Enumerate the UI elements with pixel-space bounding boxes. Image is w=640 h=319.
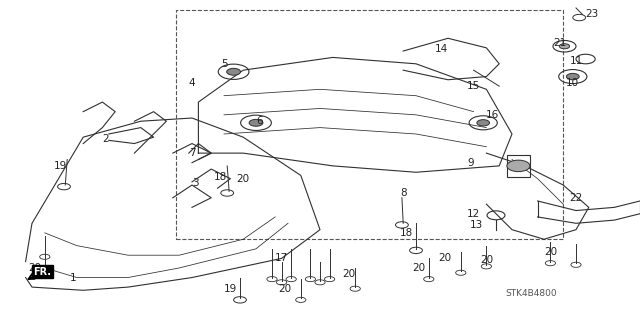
Text: 17: 17 (275, 253, 288, 263)
Text: 20: 20 (544, 247, 557, 257)
Text: 20: 20 (237, 174, 250, 184)
Text: STK4B4800: STK4B4800 (506, 289, 557, 298)
Text: 12: 12 (467, 209, 480, 219)
Text: 2: 2 (102, 134, 109, 144)
Text: 3: 3 (192, 178, 198, 189)
Circle shape (249, 119, 263, 126)
Text: FR.: FR. (33, 267, 51, 277)
Text: 8: 8 (400, 188, 406, 198)
Text: 19: 19 (224, 284, 237, 294)
Text: 9: 9 (467, 158, 474, 168)
Text: 22: 22 (570, 193, 582, 203)
Text: 14: 14 (435, 44, 448, 55)
Text: 21: 21 (554, 38, 566, 48)
Text: 20: 20 (29, 263, 42, 273)
Text: 6: 6 (256, 116, 262, 126)
Text: 20: 20 (278, 284, 291, 294)
Text: 7: 7 (189, 148, 195, 158)
Text: 5: 5 (221, 59, 227, 69)
Text: 16: 16 (486, 110, 499, 120)
Text: 23: 23 (586, 9, 598, 19)
Bar (507, 155, 530, 177)
Text: 18: 18 (400, 228, 413, 238)
Circle shape (227, 68, 241, 75)
Text: 20: 20 (438, 253, 451, 263)
Text: 19: 19 (54, 161, 67, 171)
Text: 15: 15 (467, 81, 480, 91)
Circle shape (566, 73, 579, 80)
Text: 20: 20 (342, 269, 355, 279)
Text: 11: 11 (570, 56, 582, 66)
Text: 20: 20 (480, 255, 493, 265)
Text: 4: 4 (189, 78, 195, 88)
Text: 20: 20 (413, 263, 426, 273)
Text: 1: 1 (70, 272, 77, 283)
Circle shape (477, 120, 490, 126)
Circle shape (559, 44, 570, 49)
Text: 13: 13 (470, 220, 483, 230)
Text: 10: 10 (566, 78, 579, 88)
Circle shape (507, 160, 530, 172)
Text: 18: 18 (214, 172, 227, 182)
